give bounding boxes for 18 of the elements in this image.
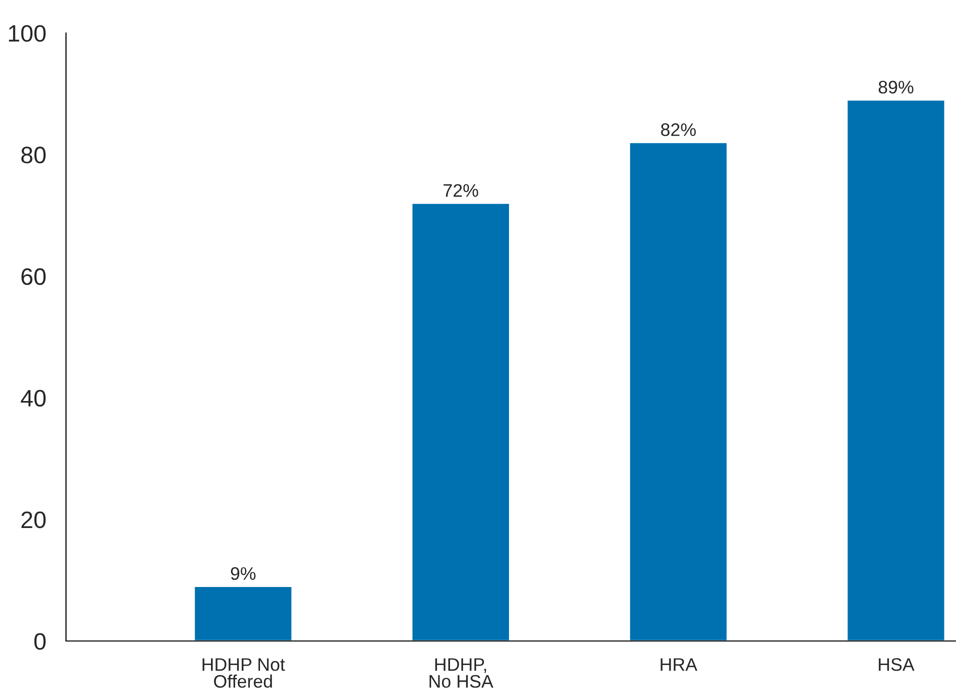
x-tick-label: HSA bbox=[878, 658, 914, 671]
data-label: 9% bbox=[230, 567, 256, 580]
y-tick-label: 60 bbox=[21, 268, 46, 285]
y-tick-label: 80 bbox=[21, 146, 46, 164]
bar bbox=[628, 142, 728, 641]
x-tick-label: HDHP, No HSA bbox=[430, 658, 494, 688]
y-tick-label: 40 bbox=[20, 390, 46, 407]
bar bbox=[411, 202, 510, 641]
y-tick-label: 100 bbox=[8, 25, 46, 42]
data-label: 72% bbox=[444, 184, 478, 197]
x-tick-label: HDHP Not Offered bbox=[202, 658, 285, 688]
y-tick-label: 20 bbox=[21, 511, 46, 528]
y-tick-label: 0 bbox=[34, 633, 46, 650]
bar bbox=[846, 99, 946, 641]
bar bbox=[193, 586, 293, 641]
data-label: 82% bbox=[661, 123, 696, 136]
data-label: 89% bbox=[878, 80, 914, 94]
x-tick-label: HRA bbox=[660, 658, 698, 671]
